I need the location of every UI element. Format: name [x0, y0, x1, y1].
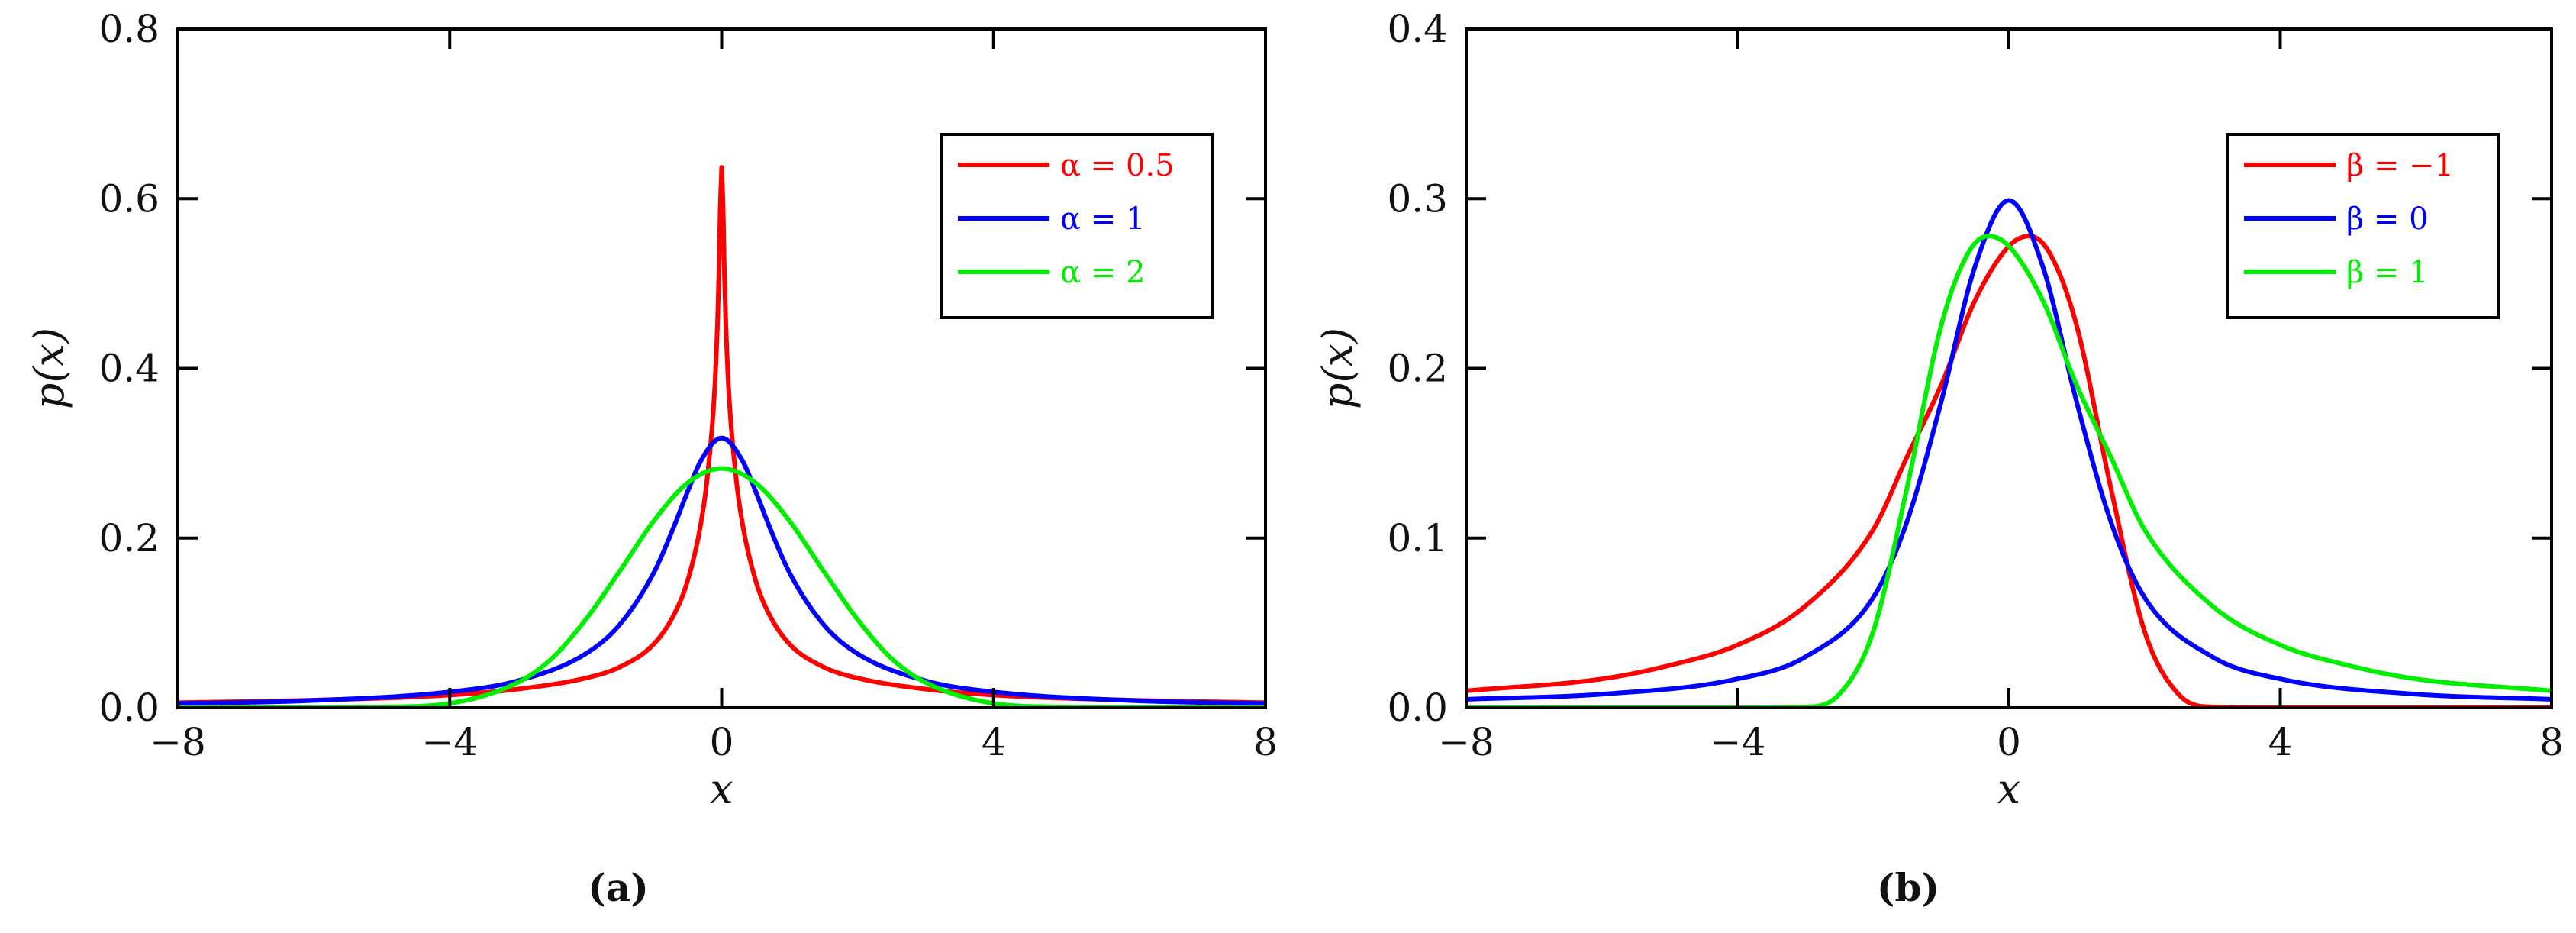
y-tick-label: 0.6	[98, 176, 160, 221]
legend-label-1: β = 0	[2346, 202, 2429, 237]
y-tick-label: 0.1	[1387, 516, 1448, 560]
x-tick-label: 8	[2539, 720, 2564, 764]
x-tick-label: 0	[710, 720, 734, 764]
panel-label: (a)	[588, 865, 649, 910]
series-line-2	[1466, 234, 2552, 708]
chart-panel-b: −8 −4 0 4 80.00.10.20.30.4xp(x)β = −1β = 0β …	[1314, 7, 2564, 910]
legend: α = 0.5 α = 1 α = 2	[940, 133, 1214, 319]
y-axis-label: p(x)	[25, 328, 73, 409]
legend-label-0: α = 0.5	[1060, 148, 1175, 183]
y-tick-label: 0.3	[1387, 176, 1448, 221]
x-tick-label: −8	[1438, 720, 1494, 764]
legend-label-2: α = 2	[1060, 255, 1145, 290]
x-tick-label: −8	[150, 720, 206, 764]
x-tick-label: −4	[1710, 720, 1766, 764]
x-axis-label: x	[1997, 765, 2020, 813]
x-axis-label: x	[710, 765, 733, 813]
y-tick-label: 0.0	[98, 686, 160, 730]
y-tick-label: 0.8	[98, 7, 160, 51]
x-tick-label: 8	[1253, 720, 1278, 764]
chart-panel-a: −8 −4 0 4 80.00.20.40.60.8xp(x)α = 0.5α = 1α…	[25, 7, 1278, 910]
x-tick-label: −4	[421, 720, 478, 764]
x-tick-label: 4	[982, 720, 1006, 764]
legend-label-0: β = −1	[2346, 148, 2454, 183]
legend-label-1: α = 1	[1060, 202, 1145, 237]
x-tick-label: 0	[1997, 720, 2021, 764]
y-tick-label: 0.2	[98, 516, 160, 560]
legend-label-2: β = 1	[2346, 255, 2429, 290]
y-tick-label: 0.4	[98, 347, 160, 391]
y-axis-label: p(x)	[1314, 328, 1362, 409]
series-line-1	[1466, 198, 2552, 702]
series-line-1	[178, 435, 1265, 706]
panel-label: (b)	[1877, 865, 1939, 910]
y-tick-label: 0.0	[1387, 686, 1448, 730]
y-tick-label: 0.4	[1387, 7, 1448, 51]
legend: β = −1 β = 0 β = 1	[2226, 133, 2500, 319]
y-tick-label: 0.2	[1387, 347, 1448, 391]
x-tick-label: 4	[2268, 720, 2293, 764]
